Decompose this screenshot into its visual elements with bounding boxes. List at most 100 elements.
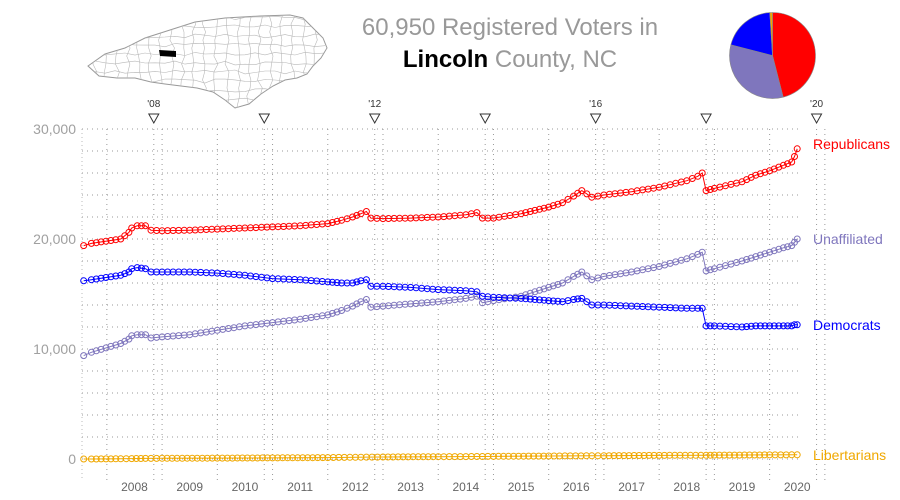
point-libertarians bbox=[572, 452, 580, 460]
point-libertarians bbox=[556, 452, 563, 460]
point-democrats bbox=[97, 274, 105, 282]
point-republicans bbox=[559, 199, 566, 207]
point-republicans bbox=[698, 169, 706, 177]
point-republicans bbox=[526, 208, 534, 215]
point-libertarians bbox=[299, 454, 307, 462]
point-unaffiliated bbox=[353, 300, 361, 308]
point-libertarians bbox=[582, 452, 590, 460]
point-libertarians bbox=[163, 454, 171, 462]
point-unaffiliated bbox=[784, 243, 792, 251]
point-libertarians bbox=[650, 451, 658, 459]
point-democrats bbox=[142, 265, 149, 273]
point-republicans bbox=[766, 167, 774, 175]
point-democrats bbox=[694, 304, 702, 312]
point-libertarians bbox=[697, 451, 705, 459]
point-libertarians bbox=[630, 452, 638, 459]
point-republicans bbox=[80, 242, 88, 250]
point-unaffiliated bbox=[578, 268, 586, 276]
point-libertarians bbox=[610, 452, 618, 460]
point-unaffiliated bbox=[142, 331, 149, 339]
point-republicans bbox=[761, 168, 769, 176]
election-marker bbox=[479, 113, 492, 125]
point-democrats bbox=[353, 278, 361, 286]
point-libertarians bbox=[645, 451, 653, 459]
point-democrats bbox=[743, 323, 751, 331]
point-republicans bbox=[791, 153, 798, 160]
point-unaffiliated bbox=[117, 340, 125, 347]
point-republicans bbox=[328, 219, 336, 226]
point-libertarians bbox=[676, 451, 684, 459]
point-unaffiliated bbox=[756, 251, 764, 259]
point-democrats bbox=[766, 322, 774, 330]
point-libertarians bbox=[561, 452, 569, 460]
series-line-unaffiliated bbox=[83, 238, 798, 357]
point-republicans bbox=[112, 236, 120, 244]
point-unaffiliated bbox=[324, 311, 332, 319]
point-republicans bbox=[102, 237, 110, 245]
point-democrats bbox=[349, 279, 357, 287]
point-democrats bbox=[583, 298, 591, 306]
point-republicans bbox=[107, 237, 115, 244]
point-republicans bbox=[554, 200, 562, 208]
point-libertarians bbox=[137, 455, 145, 462]
point-libertarians bbox=[183, 454, 191, 462]
point-unaffiliated bbox=[107, 342, 115, 350]
point-unaffiliated bbox=[559, 279, 566, 287]
series-line-democrats bbox=[83, 267, 798, 328]
point-republicans bbox=[517, 210, 525, 218]
point-democrats bbox=[770, 322, 778, 330]
point-unaffiliated bbox=[706, 266, 714, 274]
point-unaffiliated bbox=[570, 272, 578, 280]
point-democrats bbox=[775, 322, 783, 330]
point-libertarians bbox=[213, 454, 221, 462]
pie-slice-unaffiliated bbox=[729, 44, 784, 99]
point-libertarians bbox=[756, 451, 764, 459]
point-democrats bbox=[540, 296, 548, 304]
point-libertarians bbox=[515, 452, 523, 460]
point-libertarians bbox=[671, 451, 679, 459]
point-libertarians bbox=[178, 454, 186, 462]
point-unaffiliated bbox=[549, 282, 557, 290]
point-libertarians bbox=[495, 452, 502, 460]
series-markers-unaffiliated bbox=[80, 235, 801, 360]
point-libertarians bbox=[203, 454, 211, 462]
election-label: '16 bbox=[589, 99, 602, 110]
point-republicans bbox=[353, 211, 361, 219]
title-line-2: Lincoln County, NC bbox=[300, 44, 720, 76]
nc-county-map bbox=[87, 14, 328, 109]
x-tick-label: 2018 bbox=[673, 480, 700, 494]
point-democrats bbox=[574, 295, 582, 303]
point-libertarians bbox=[264, 454, 271, 462]
y-tick-label: 20,000 bbox=[33, 231, 76, 247]
pie-slice-republicans bbox=[772, 12, 816, 98]
point-libertarians bbox=[761, 451, 769, 459]
point-republicans bbox=[362, 208, 370, 215]
point-democrats bbox=[531, 296, 539, 303]
point-democrats bbox=[570, 296, 578, 303]
election-marker bbox=[258, 113, 271, 125]
x-tick-label: 2020 bbox=[784, 480, 811, 494]
point-libertarians bbox=[304, 454, 312, 462]
point-republicans bbox=[770, 165, 778, 173]
point-democrats bbox=[522, 295, 530, 303]
point-libertarians bbox=[188, 454, 196, 462]
election-marker bbox=[147, 113, 160, 125]
point-unaffiliated bbox=[328, 309, 336, 317]
point-libertarians bbox=[424, 453, 432, 461]
point-democrats bbox=[107, 273, 115, 281]
point-libertarians bbox=[545, 452, 553, 460]
point-unaffiliated bbox=[779, 244, 787, 252]
point-unaffiliated bbox=[333, 308, 341, 316]
point-unaffiliated bbox=[121, 337, 129, 345]
point-libertarians bbox=[158, 454, 166, 462]
point-democrats bbox=[756, 322, 764, 330]
point-democrats bbox=[117, 271, 125, 279]
point-republicans bbox=[578, 187, 586, 195]
point-libertarians bbox=[720, 451, 728, 459]
point-democrats bbox=[784, 322, 792, 330]
point-libertarians bbox=[279, 454, 287, 462]
y-tick-label: 30,000 bbox=[33, 121, 76, 137]
point-unaffiliated bbox=[137, 331, 145, 339]
title-line-1: 60,950 Registered Voters in bbox=[361, 14, 659, 41]
point-democrats bbox=[328, 278, 336, 286]
